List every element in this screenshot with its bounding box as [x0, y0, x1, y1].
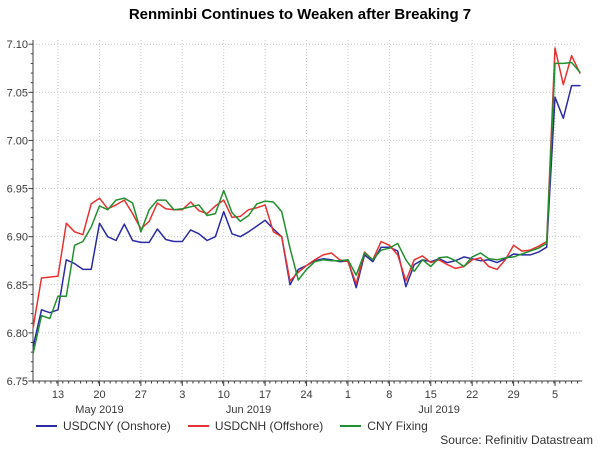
x-tick-label: 8 [386, 389, 392, 401]
series-line-cny-fixing [32, 61, 581, 354]
legend-line-swatch [36, 425, 57, 427]
y-tick-label: 7.00 [7, 135, 28, 147]
series-line-usdcnh-offshore [32, 47, 581, 328]
y-tick-label: 7.05 [7, 87, 28, 99]
gridlines [33, 40, 582, 381]
legend-label: USDCNH (Offshore) [214, 419, 324, 433]
x-tick-label: 10 [218, 389, 230, 401]
x-tick-label: 22 [466, 389, 478, 401]
legend-line-swatch [187, 425, 209, 427]
axis-labels: 6.75 6.80 6.85 6.90 6.95 7.00 7.05 7.10 13 20 27 3 1… [7, 39, 559, 416]
y-tick-label: 6.80 [7, 328, 28, 340]
x-tick-label: 15 [425, 389, 437, 401]
month-label: Jun 2019 [226, 404, 271, 416]
legend-label: CNY Fixing [367, 419, 428, 433]
y-tick-label: 6.90 [7, 232, 28, 244]
x-tick-label: 20 [93, 389, 105, 401]
x-tick-label: 1 [345, 389, 351, 401]
legend-item: CNY Fixing [340, 419, 428, 433]
legend-item: USDCNY (Onshore) [36, 419, 171, 433]
y-tick-label: 7.10 [7, 39, 28, 51]
x-tick-label: 29 [507, 389, 519, 401]
chart-title: Renminbi Continues to Weaken after Break… [128, 6, 472, 23]
legend: USDCNY (Onshore) USDCNH (Offshore) CNY Fix… [36, 419, 428, 433]
source-text: Source: Refinitiv Datastream [440, 433, 593, 447]
y-tick-label: 6.75 [7, 376, 28, 388]
x-tick-label: 27 [135, 389, 147, 401]
legend-item: USDCNH (Offshore) [187, 419, 324, 433]
x-tick-label: 17 [259, 389, 271, 401]
month-label: May 2019 [75, 404, 123, 416]
y-tick-label: 6.95 [7, 184, 28, 196]
x-tick-label: 24 [300, 389, 312, 401]
x-tick-label: 5 [552, 389, 558, 401]
legend-line-swatch [340, 425, 362, 427]
y-tick-label: 6.85 [7, 280, 28, 292]
month-label: Jul 2019 [418, 404, 460, 416]
legend-label: USDCNY (Onshore) [63, 419, 171, 433]
x-tick-label: 3 [179, 389, 185, 401]
x-tick-label: 13 [52, 389, 64, 401]
